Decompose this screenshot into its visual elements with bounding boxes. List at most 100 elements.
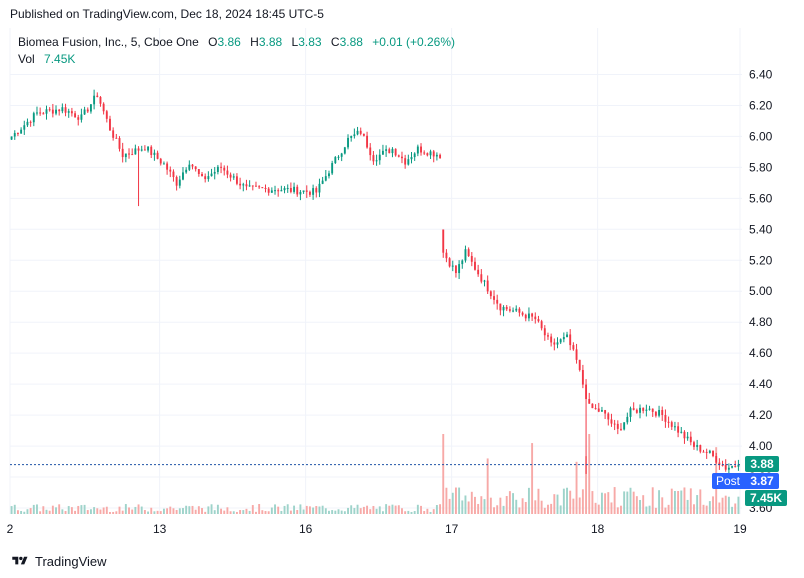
candle bbox=[226, 165, 229, 179]
candle bbox=[162, 161, 165, 165]
candle-body bbox=[721, 464, 724, 466]
volume-badge: 7.45K bbox=[745, 490, 787, 506]
candle bbox=[86, 107, 89, 114]
candle-body bbox=[642, 407, 645, 411]
candle bbox=[74, 110, 77, 118]
volume-bar bbox=[718, 502, 721, 514]
volume-bar bbox=[293, 505, 296, 514]
candle bbox=[604, 409, 607, 420]
volume-bar bbox=[673, 490, 676, 514]
volume-bar bbox=[708, 501, 711, 514]
candle bbox=[23, 120, 26, 135]
candle-body bbox=[140, 149, 143, 151]
candle-body bbox=[289, 187, 292, 192]
x-tick-label: 2 bbox=[7, 522, 14, 536]
volume-bar bbox=[191, 505, 194, 514]
volume-bar bbox=[597, 504, 600, 514]
volume-bar bbox=[588, 434, 591, 514]
candle bbox=[29, 120, 32, 127]
x-tick-label: 19 bbox=[733, 522, 747, 536]
candle bbox=[454, 265, 457, 278]
candle bbox=[686, 431, 689, 441]
candle-body bbox=[61, 107, 64, 112]
candle-body bbox=[74, 113, 77, 118]
candle bbox=[610, 413, 613, 427]
candle bbox=[258, 185, 261, 189]
candle bbox=[264, 184, 267, 193]
legend-close-value: 3.88 bbox=[340, 35, 364, 49]
volume-bar bbox=[96, 508, 99, 514]
volume-bar bbox=[562, 488, 565, 514]
candle bbox=[312, 184, 315, 200]
volume-bar bbox=[235, 511, 238, 514]
candle bbox=[518, 307, 521, 317]
candle bbox=[223, 165, 226, 176]
candle-body bbox=[629, 408, 632, 417]
candle bbox=[353, 128, 356, 139]
volume-bar bbox=[175, 509, 178, 514]
candle-body bbox=[102, 103, 105, 112]
candle-body bbox=[77, 117, 80, 120]
candle bbox=[496, 294, 499, 310]
y-tick-label: 5.60 bbox=[749, 191, 773, 205]
time-axis[interactable]: 2 13 16 17 18 19 bbox=[7, 522, 747, 536]
candle-body bbox=[445, 252, 448, 259]
chart-area[interactable]: 6.40 6.20 6.00 5.80 5.60 5.40 5.20 5.00 4.80 4.60… bbox=[0, 28, 804, 548]
candle bbox=[575, 343, 578, 364]
candle bbox=[194, 166, 197, 172]
volume-bar bbox=[324, 508, 327, 514]
volume-bar bbox=[343, 511, 346, 514]
candle bbox=[305, 185, 308, 198]
candle-body bbox=[191, 164, 194, 167]
candle bbox=[543, 325, 546, 341]
volume-bar bbox=[388, 505, 391, 514]
volume-bar bbox=[172, 508, 175, 514]
legend-change: +0.01 (+0.26%) bbox=[372, 35, 455, 49]
volume-bar bbox=[305, 505, 308, 514]
candle-body bbox=[610, 419, 613, 424]
candle bbox=[350, 135, 353, 142]
candle-body bbox=[451, 265, 454, 267]
candle-body bbox=[334, 157, 337, 164]
volume-bar bbox=[264, 511, 267, 514]
candle-body bbox=[737, 464, 740, 467]
candle-body bbox=[70, 111, 73, 114]
candle-body bbox=[559, 339, 562, 343]
volume-bar bbox=[334, 510, 337, 514]
volume-bar bbox=[486, 458, 489, 514]
volume-bar bbox=[642, 495, 645, 514]
candle bbox=[680, 427, 683, 434]
candle bbox=[32, 111, 35, 127]
price-axis[interactable]: 6.40 6.20 6.00 5.80 5.60 5.40 5.20 5.00 4.80 4.60… bbox=[749, 67, 773, 515]
candle bbox=[118, 136, 121, 152]
candle bbox=[731, 465, 734, 469]
candle bbox=[93, 89, 96, 110]
candle bbox=[442, 229, 445, 258]
volume-bar bbox=[204, 511, 207, 514]
candle bbox=[613, 419, 616, 431]
candle-body bbox=[308, 191, 311, 195]
candle bbox=[337, 155, 340, 161]
volume-bar bbox=[102, 507, 105, 514]
volume-bar bbox=[188, 506, 191, 514]
candle bbox=[128, 148, 130, 159]
volume-bar bbox=[239, 510, 242, 514]
volume-bar bbox=[93, 507, 96, 514]
volume-bar bbox=[194, 509, 197, 514]
legend-open-value: 3.86 bbox=[217, 35, 241, 49]
candle-body bbox=[699, 445, 702, 452]
volume-bar bbox=[550, 503, 553, 514]
candle bbox=[143, 145, 146, 151]
candle bbox=[159, 157, 162, 166]
tradingview-footer[interactable]: TradingView bbox=[10, 553, 107, 569]
candle bbox=[493, 290, 495, 305]
volume-bar bbox=[274, 504, 276, 514]
volume-bar bbox=[115, 511, 118, 514]
candle-body bbox=[632, 408, 635, 410]
candle bbox=[115, 133, 118, 139]
volume-bar bbox=[77, 505, 80, 514]
candlestick-chart[interactable]: 6.40 6.20 6.00 5.80 5.60 5.40 5.20 5.00 4.80 4.60… bbox=[0, 28, 804, 548]
candle bbox=[302, 190, 305, 194]
candle-body bbox=[439, 154, 442, 159]
candle-body bbox=[502, 306, 505, 311]
